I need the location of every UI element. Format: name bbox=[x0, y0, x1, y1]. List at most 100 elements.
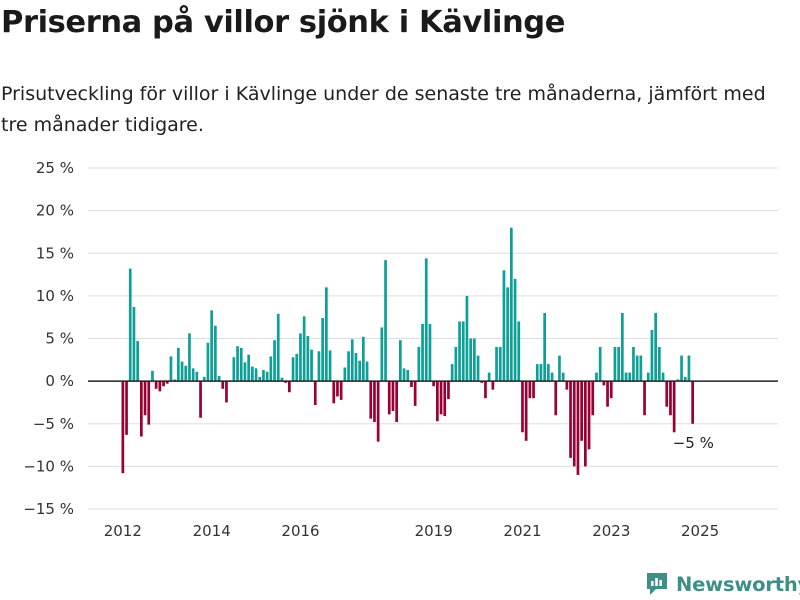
bar bbox=[436, 381, 439, 422]
bar bbox=[273, 340, 276, 382]
bar bbox=[480, 381, 484, 383]
bar bbox=[521, 381, 524, 433]
bar bbox=[173, 379, 176, 382]
bar bbox=[195, 371, 199, 382]
bar bbox=[258, 376, 262, 382]
last-value-annotation: −5 % bbox=[673, 434, 714, 452]
bar bbox=[158, 381, 162, 392]
bar bbox=[447, 381, 450, 400]
bar bbox=[336, 381, 339, 397]
bar bbox=[450, 364, 454, 382]
bar bbox=[121, 381, 125, 474]
bar bbox=[428, 324, 432, 382]
x-tick-label: 2012 bbox=[104, 522, 142, 540]
bar bbox=[650, 329, 654, 382]
bar bbox=[687, 355, 691, 382]
bar bbox=[136, 341, 139, 382]
bar bbox=[621, 312, 624, 382]
brand-name: Newsworthy bbox=[676, 572, 800, 596]
bar bbox=[199, 381, 202, 418]
bar bbox=[210, 310, 213, 382]
bar bbox=[317, 351, 321, 382]
bar bbox=[295, 353, 299, 382]
bar bbox=[280, 377, 284, 382]
bar bbox=[313, 381, 317, 405]
y-tick-label: −5 % bbox=[33, 415, 74, 433]
bar bbox=[665, 381, 669, 407]
x-tick-label: 2021 bbox=[503, 522, 541, 540]
bar bbox=[491, 381, 495, 390]
bar bbox=[410, 381, 413, 388]
bar bbox=[180, 361, 184, 382]
bar bbox=[547, 364, 550, 382]
bar bbox=[580, 381, 583, 441]
x-tick-label: 2014 bbox=[193, 522, 231, 540]
bar bbox=[288, 381, 291, 393]
bar bbox=[362, 336, 365, 382]
bar bbox=[239, 347, 243, 382]
bar bbox=[206, 342, 210, 382]
bar bbox=[624, 372, 628, 382]
bar bbox=[495, 347, 498, 382]
bar bbox=[332, 381, 336, 404]
bar bbox=[406, 370, 410, 382]
bar bbox=[395, 381, 398, 423]
bar bbox=[502, 270, 506, 382]
bar bbox=[276, 313, 280, 382]
bar bbox=[299, 333, 302, 382]
bar bbox=[188, 333, 191, 382]
bar bbox=[543, 312, 546, 382]
bar bbox=[140, 381, 143, 437]
bar bbox=[350, 339, 354, 382]
bar bbox=[384, 260, 387, 382]
bar bbox=[369, 381, 373, 419]
bar bbox=[591, 381, 595, 416]
bar bbox=[469, 338, 472, 382]
bar bbox=[532, 381, 535, 399]
bar bbox=[254, 368, 258, 382]
bar bbox=[561, 372, 565, 382]
bar bbox=[584, 381, 587, 467]
bar bbox=[325, 287, 328, 382]
bar bbox=[284, 381, 287, 383]
bar bbox=[343, 367, 347, 382]
bar bbox=[184, 365, 188, 382]
x-tick-label: 2016 bbox=[281, 522, 319, 540]
bar bbox=[635, 355, 639, 382]
bar bbox=[132, 306, 136, 382]
bar bbox=[162, 381, 165, 387]
bar bbox=[417, 347, 421, 382]
bar bbox=[125, 381, 128, 435]
y-tick-label: −10 % bbox=[23, 457, 74, 475]
bar bbox=[217, 376, 221, 382]
bar bbox=[632, 347, 635, 382]
bar bbox=[387, 381, 391, 415]
bar bbox=[539, 364, 543, 382]
bar bbox=[306, 335, 310, 382]
bar bbox=[572, 381, 576, 467]
bar bbox=[683, 376, 687, 382]
chart-title: Priserna på villor sjönk i Kävlinge bbox=[1, 5, 566, 40]
bar bbox=[598, 347, 602, 382]
bar bbox=[691, 381, 694, 424]
bar bbox=[354, 352, 358, 382]
bar bbox=[236, 346, 239, 382]
bar bbox=[476, 355, 480, 382]
bar bbox=[310, 349, 313, 382]
y-tick-label: 15 % bbox=[36, 244, 74, 262]
bar bbox=[510, 227, 513, 382]
y-tick-label: 0 % bbox=[45, 372, 74, 390]
y-tick-label: 5 % bbox=[45, 330, 74, 348]
y-tick-label: 25 % bbox=[36, 159, 74, 177]
bar bbox=[147, 381, 151, 425]
bar bbox=[151, 370, 154, 382]
bar bbox=[154, 381, 158, 389]
bar bbox=[128, 268, 132, 382]
bar bbox=[484, 381, 487, 399]
bar bbox=[613, 347, 617, 382]
bar bbox=[473, 338, 476, 382]
bar bbox=[169, 356, 173, 382]
brand-logo: Newsworthy bbox=[644, 568, 800, 600]
bar bbox=[506, 287, 509, 382]
bar bbox=[232, 357, 236, 382]
